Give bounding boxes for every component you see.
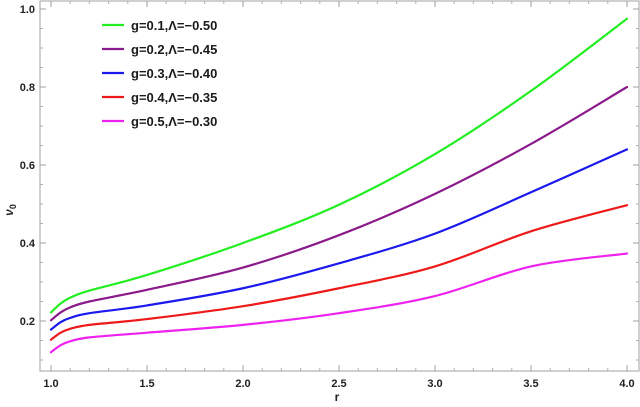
legend-label: g=0.4,Λ=−0.35	[131, 90, 217, 105]
legend: g=0.1,Λ=−0.50 g=0.2,Λ=−0.45 g=0.3,Λ=−0.40 g…	[102, 18, 217, 129]
legend-label: g=0.1,Λ=−0.50	[131, 18, 217, 33]
x-tick-label: 1.5	[139, 378, 154, 390]
y-tick-label: 0.6	[20, 160, 35, 172]
y-tick-label: 1.0	[20, 4, 35, 16]
series-line	[49, 252, 629, 354]
y-tick-label: 0.4	[20, 238, 36, 250]
legend-label: g=0.3,Λ=−0.40	[131, 66, 217, 81]
x-tick-label: 2.0	[235, 378, 250, 390]
y-tick-label: 0.8	[20, 82, 35, 94]
x-tick-label: 3.0	[427, 378, 442, 390]
plot-frame	[39, 0, 640, 372]
legend-label: g=0.5,Λ=−0.30	[131, 114, 217, 129]
x-tick-label: 3.5	[523, 378, 538, 390]
y-axis-label-group: ν0	[2, 204, 18, 216]
x-tick-label: 1.0	[43, 378, 58, 390]
x-tick-label: 4.0	[619, 378, 634, 390]
axis-ticks: 1.0 1.5 2.0 2.5 3.0 3.5 4.0 0.2 0.4 0.6 0.8 1.0	[20, 1, 639, 390]
series-line	[49, 204, 629, 341]
y-axis-label: ν0	[2, 204, 18, 216]
plot-border	[39, 0, 640, 372]
x-tick-label: 2.5	[331, 378, 346, 390]
y-tick-label: 0.2	[20, 316, 35, 328]
series-line	[49, 85, 629, 322]
series-line	[49, 17, 629, 314]
series-line	[49, 148, 629, 331]
data-series	[49, 17, 629, 354]
x-axis-label: r	[335, 390, 340, 404]
legend-label: g=0.2,Λ=−0.45	[131, 42, 217, 57]
